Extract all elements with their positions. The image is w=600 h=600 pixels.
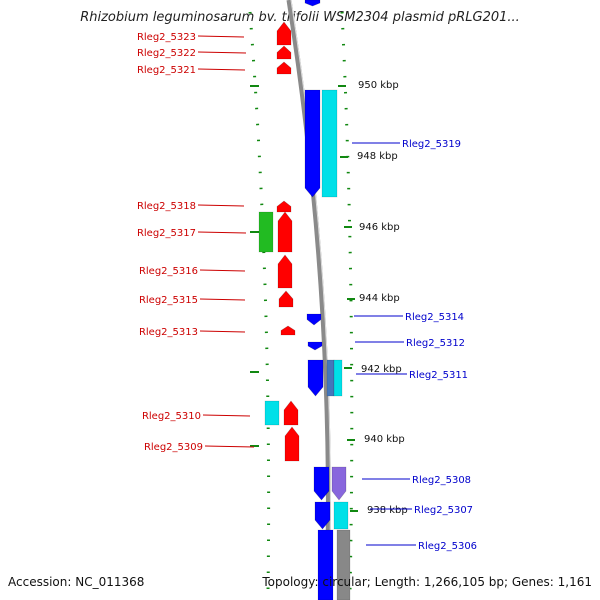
gene-feature[interactable] bbox=[307, 341, 323, 351]
leader-line bbox=[197, 51, 247, 54]
gene-feature[interactable] bbox=[326, 359, 335, 397]
gene-feature[interactable] bbox=[321, 89, 338, 198]
gene-label-right[interactable]: Rleg2_5308 bbox=[412, 475, 471, 486]
gene-feature[interactable] bbox=[331, 466, 347, 501]
gene-feature[interactable] bbox=[276, 21, 292, 46]
leader-line bbox=[197, 35, 245, 38]
scale-tick-label: 950 kbp bbox=[358, 80, 399, 91]
leader-line bbox=[197, 231, 247, 234]
gene-label-right[interactable]: Rleg2_5314 bbox=[405, 312, 464, 323]
gene-label-right[interactable]: Rleg2_5306 bbox=[418, 541, 477, 552]
gene-feature[interactable] bbox=[313, 466, 330, 501]
gene-feature[interactable] bbox=[277, 211, 293, 253]
inner-scale-ring bbox=[248, 11, 271, 593]
gene-label-right[interactable]: Rleg2_5312 bbox=[406, 338, 465, 349]
gene-feature[interactable] bbox=[284, 426, 300, 462]
gene-label-left[interactable]: Rleg2_5318 bbox=[137, 201, 196, 212]
gene-label-left[interactable]: Rleg2_5315 bbox=[139, 295, 198, 306]
gene-label-right[interactable]: Rleg2_5319 bbox=[402, 139, 461, 150]
scale-tick-label: 948 kbp bbox=[357, 151, 398, 162]
leader-line bbox=[199, 330, 246, 333]
map-title: Rhizobium leguminosarum bv. trifolii WSM… bbox=[80, 10, 520, 25]
gene-label-left[interactable]: Rleg2_5321 bbox=[137, 65, 196, 76]
gene-label-left[interactable]: Rleg2_5323 bbox=[137, 32, 196, 43]
gene-feature[interactable] bbox=[280, 325, 296, 336]
gene-label-left[interactable]: Rleg2_5316 bbox=[139, 266, 198, 277]
gene-feature[interactable] bbox=[317, 529, 334, 600]
leader-line bbox=[202, 414, 251, 417]
gene-feature[interactable] bbox=[258, 211, 274, 253]
gene-label-left[interactable]: Rleg2_5322 bbox=[137, 48, 196, 59]
gene-feature[interactable] bbox=[306, 313, 322, 326]
gene-feature[interactable] bbox=[264, 400, 280, 426]
gene-feature[interactable] bbox=[333, 501, 349, 530]
gene-label-left[interactable]: Rleg2_5313 bbox=[139, 327, 198, 338]
gene-label-left[interactable]: Rleg2_5310 bbox=[142, 411, 201, 422]
gene-feature[interactable] bbox=[278, 290, 294, 308]
gene-feature[interactable] bbox=[333, 359, 343, 397]
gene-label-right[interactable]: Rleg2_5311 bbox=[409, 370, 468, 381]
gene-feature[interactable] bbox=[307, 359, 324, 397]
leader-line bbox=[197, 204, 245, 207]
scale-tick-label: 942 kbp bbox=[361, 364, 402, 375]
scale-tick-label: 946 kbp bbox=[359, 222, 400, 233]
scale-tick-label: 940 kbp bbox=[364, 434, 405, 445]
gene-feature[interactable] bbox=[277, 254, 293, 289]
gene-feature[interactable] bbox=[304, 89, 321, 198]
scale-tick-label: 944 kbp bbox=[359, 293, 400, 304]
gene-feature[interactable] bbox=[276, 200, 292, 213]
backbone-highlight bbox=[290, 0, 331, 600]
leader-line bbox=[199, 269, 246, 272]
gene-feature[interactable] bbox=[276, 61, 292, 75]
gene-feature[interactable] bbox=[276, 45, 292, 60]
gene-label-right[interactable]: Rleg2_5307 bbox=[414, 505, 473, 516]
gene-feature[interactable] bbox=[283, 400, 299, 426]
leader-line bbox=[199, 298, 246, 301]
topology-stats-text: Topology: circular; Length: 1,266,105 bp… bbox=[262, 575, 592, 589]
accession-text: Accession: NC_011368 bbox=[8, 575, 145, 589]
leader-line bbox=[197, 68, 246, 71]
outer-scale-ring bbox=[340, 11, 354, 593]
leader-line bbox=[204, 445, 255, 448]
scale-tick-label: 938 kbp bbox=[367, 505, 408, 516]
gene-feature[interactable] bbox=[314, 501, 331, 530]
gene-label-left[interactable]: Rleg2_5317 bbox=[137, 228, 196, 239]
gene-feature[interactable] bbox=[336, 529, 351, 600]
gene-feature[interactable] bbox=[304, 0, 321, 7]
gene-label-left[interactable]: Rleg2_5309 bbox=[144, 442, 203, 453]
